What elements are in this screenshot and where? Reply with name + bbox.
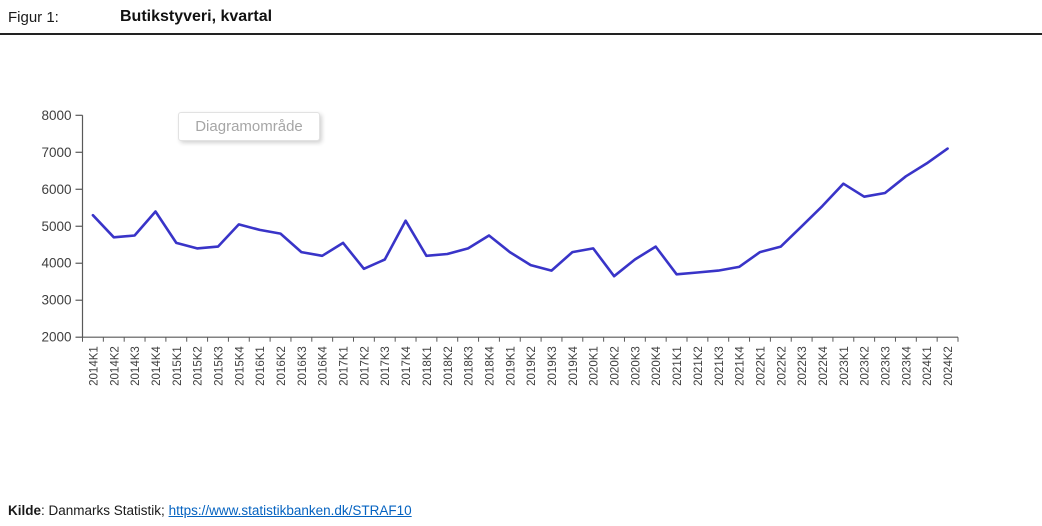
- x-axis-label: 2021K4: [735, 346, 747, 386]
- x-axis-label: 2020K3: [630, 346, 642, 386]
- x-axis-label: 2022K3: [797, 346, 809, 386]
- x-axis-label: 2018K3: [464, 346, 476, 386]
- figure-title: Butikstyveri, kvartal: [120, 8, 273, 25]
- x-axis-label: 2021K3: [714, 346, 726, 386]
- x-axis-label: 2022K2: [776, 346, 788, 386]
- y-axis-label: 5000: [41, 219, 71, 234]
- x-axis-label: 2023K1: [839, 346, 851, 386]
- x-axis-label: 2019K4: [568, 346, 580, 386]
- x-axis-label: 2022K1: [755, 346, 767, 386]
- x-axis-label: 2020K4: [651, 346, 663, 386]
- x-axis-label: 2024K1: [922, 346, 934, 386]
- y-axis-label: 6000: [41, 182, 71, 197]
- x-axis-label: 2019K1: [505, 346, 517, 386]
- x-axis-label: 2020K2: [610, 346, 622, 386]
- x-axis-label: 2023K4: [901, 346, 913, 386]
- x-axis-label: 2014K3: [130, 346, 142, 386]
- x-axis-label: 2020K1: [589, 346, 601, 386]
- y-axis-label: 4000: [41, 256, 71, 271]
- x-axis-label: 2018K1: [422, 346, 434, 386]
- series-line[interactable]: [91, 147, 949, 278]
- x-axis-label: 2014K4: [151, 346, 163, 386]
- tooltip-text: Diagramområde: [195, 118, 303, 135]
- source-label: Kilde: [8, 503, 42, 518]
- y-axis-label: 7000: [41, 145, 71, 160]
- x-axis-label: 2023K3: [881, 346, 893, 386]
- x-axis-label: 2024K2: [943, 346, 955, 386]
- x-axis-label: 2015K2: [193, 346, 205, 386]
- x-axis-label: 2015K1: [172, 346, 184, 386]
- x-axis-label: 2017K2: [359, 346, 371, 386]
- x-axis-label: 2016K4: [318, 346, 330, 386]
- y-axis-label: 3000: [41, 293, 71, 308]
- source-text: : Danmarks Statistik;: [41, 503, 169, 518]
- x-axis-label: 2016K2: [276, 346, 288, 386]
- x-axis-label: 2016K1: [255, 346, 267, 386]
- y-axis-label: 8000: [41, 108, 71, 123]
- x-axis-label: 2021K2: [693, 346, 705, 386]
- x-axis-label: 2017K4: [401, 346, 413, 386]
- x-axis-label: 2018K2: [443, 346, 455, 386]
- header-divider: [0, 33, 1042, 35]
- x-axis-label: 2017K3: [380, 346, 392, 386]
- x-axis-label: 2014K2: [109, 346, 121, 386]
- x-axis-label: 2023K2: [860, 346, 872, 386]
- x-axis-label: 2015K4: [234, 346, 246, 386]
- source-line: Kilde: Danmarks Statistik; https://www.s…: [8, 503, 412, 518]
- x-axis-label: 2022K4: [818, 346, 830, 386]
- x-axis-label: 2019K2: [526, 346, 538, 386]
- figure-label: Figur 1:: [8, 9, 59, 26]
- chart-area-tooltip: Diagramområde: [178, 112, 320, 141]
- x-axis-label: 2018K4: [484, 346, 496, 386]
- x-axis-label: 2016K3: [297, 346, 309, 386]
- x-axis-label: 2019K3: [547, 346, 559, 386]
- x-axis-label: 2021K1: [672, 346, 684, 386]
- x-axis-label: 2017K1: [339, 346, 351, 386]
- x-axis-label: 2014K1: [88, 346, 100, 386]
- source-link[interactable]: https://www.statistikbanken.dk/STRAF10: [168, 503, 412, 518]
- line-chart[interactable]: 2000 3000 4000 5000 6000 7000 8000 2014K1 2014K2…: [0, 0, 1042, 430]
- y-axis-label: 2000: [41, 330, 71, 345]
- x-axis-label: 2015K3: [213, 346, 225, 386]
